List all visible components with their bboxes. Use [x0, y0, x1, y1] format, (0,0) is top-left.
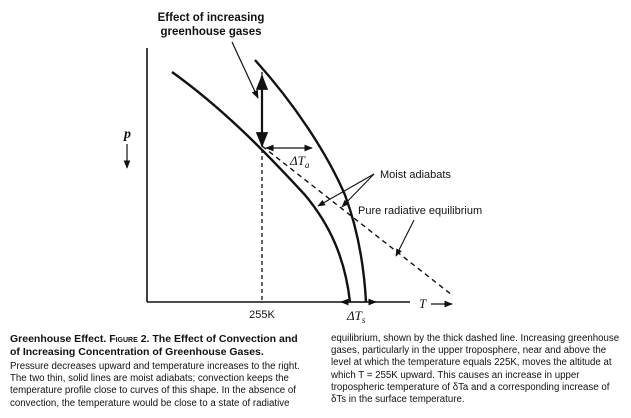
caption-title-lead: Greenhouse Effect. — [10, 333, 107, 345]
moist-adiabats-pointer-2 — [341, 173, 375, 208]
caption-right-column: equilibrium, shown by the thick dashed l… — [331, 333, 624, 406]
radiative-label: Pure radiative equilibrium — [358, 205, 482, 217]
caption-left-column: Greenhouse Effect. Figure 2. The Effect … — [10, 333, 310, 410]
y-axis-label: p — [123, 127, 131, 142]
x-axis-label: T — [419, 296, 427, 311]
top-label-line-1: Effect of increasing — [158, 12, 265, 24]
delta-ts-label: ΔTs — [346, 308, 366, 325]
top-label-pointer — [231, 41, 259, 99]
delta-ta-sub: a — [305, 160, 310, 170]
moist-adiabat-right — [254, 59, 368, 303]
delta-ts-sub: s — [362, 315, 366, 325]
moist-adiabats-pointer-1 — [317, 173, 375, 207]
moist-adiabat-left — [171, 71, 352, 303]
top-label-line-2: greenhouse gases — [161, 26, 262, 38]
radiative-equilibrium-line — [261, 145, 453, 296]
moist-adiabats-label: Moist adiabats — [380, 169, 451, 181]
delta-ta-base: ΔT — [289, 153, 306, 168]
caption-figure-tag: Figure 2. — [109, 333, 150, 345]
delta-ta-label: ΔTa — [289, 153, 310, 170]
figure-caption: Greenhouse Effect. Figure 2. The Effect … — [10, 333, 624, 417]
caption-left-text: Pressure decreases upward and temperatur… — [10, 361, 300, 409]
caption-title-rest: The Effect of Convection and of Increasi… — [10, 333, 298, 358]
caption-right-text: equilibrium, shown by the thick dashed l… — [331, 333, 620, 406]
delta-ts-base: ΔT — [346, 308, 363, 323]
radiative-pointer — [395, 219, 415, 257]
greenhouse-diagram: p T Effect of increasing greenhouse gase… — [123, 12, 482, 325]
tick-255k-label: 255K — [249, 309, 275, 321]
caption-title: Greenhouse Effect. Figure 2. The Effect … — [10, 333, 310, 358]
